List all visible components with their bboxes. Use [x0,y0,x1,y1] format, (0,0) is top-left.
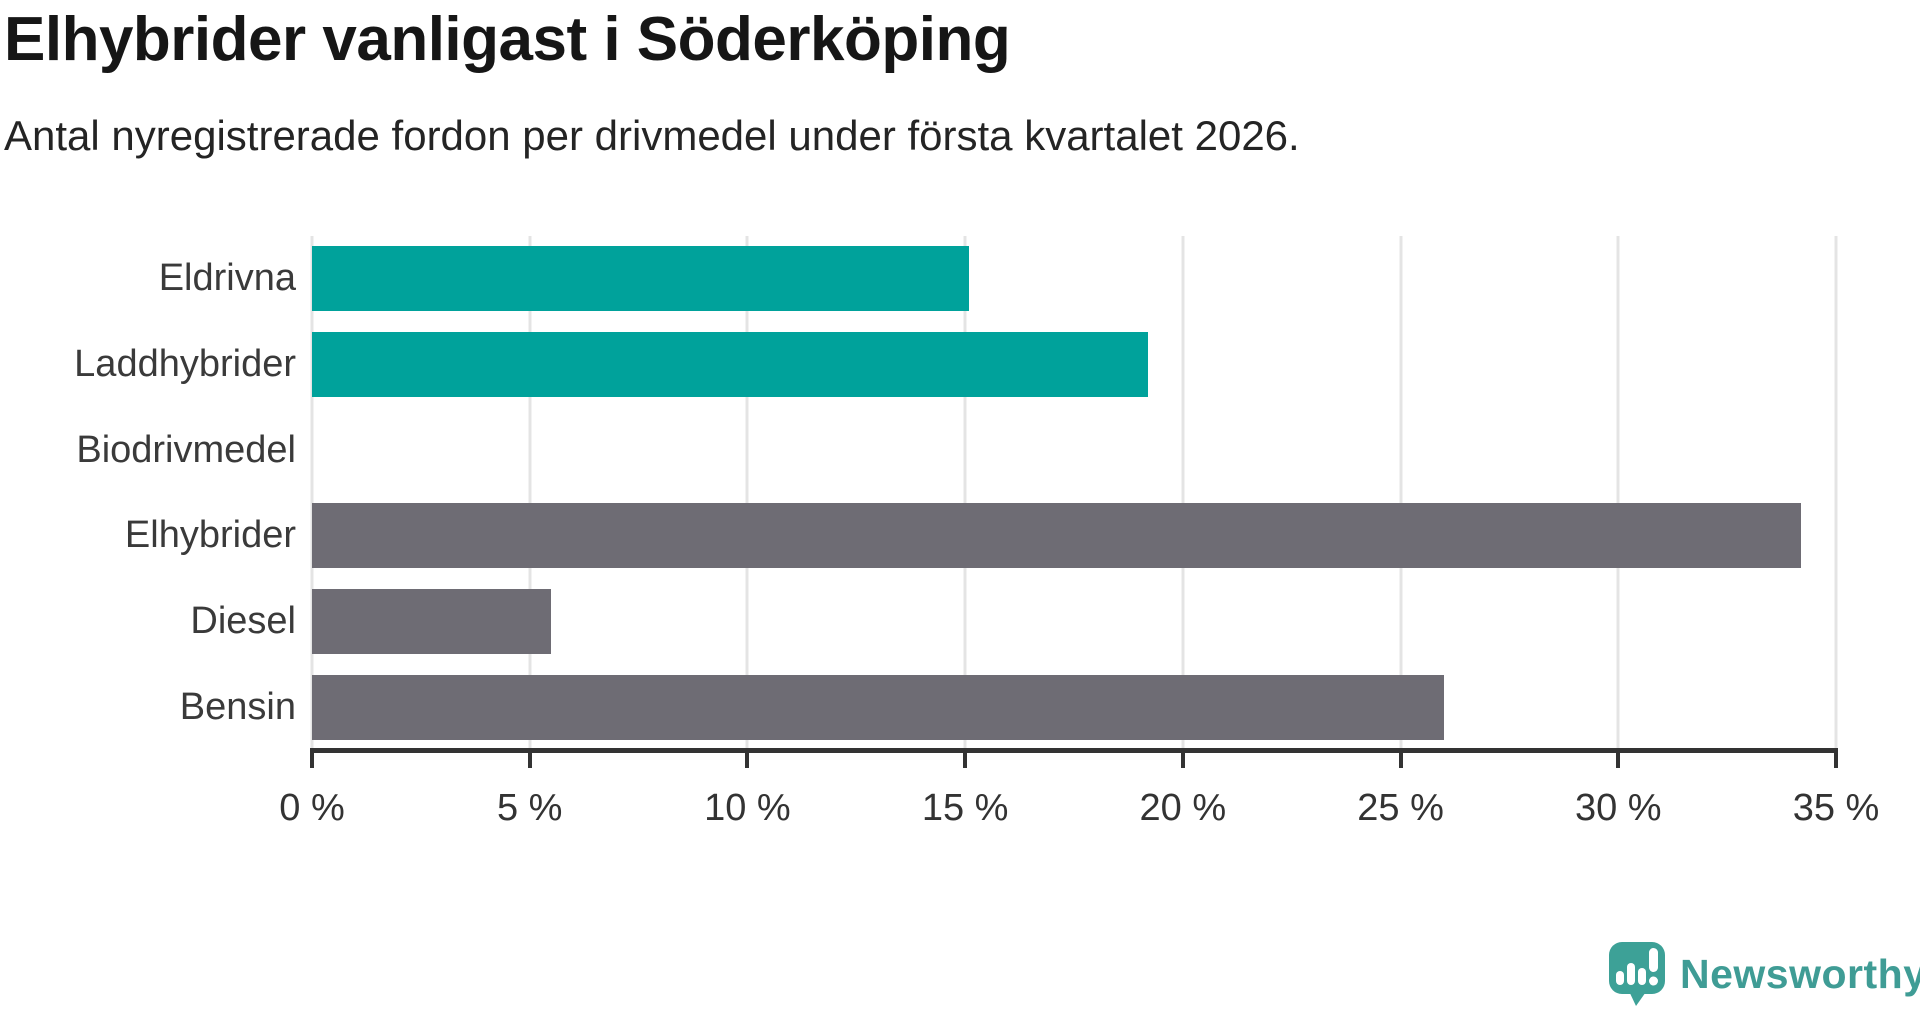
x-tick-mark [745,753,750,768]
gridline [1399,236,1403,750]
gridline [745,236,749,750]
bar-elhybrider [312,503,1802,569]
gridline [1616,236,1620,750]
x-axis-line [310,748,1838,753]
newsworthy-logo-icon [1609,942,1665,1006]
x-axis-ticks: 0 % 5 % 10 % 15 % 20 % 25 % 30 % 35 % [279,753,1879,853]
chart-title: Elhybrider vanligast i Söderköping [4,5,1011,74]
y-axis-category-labels: Eldrivna Laddhybrider Biodrivmedel Elhybrid… [0,236,296,750]
x-tick-mark [1616,753,1621,768]
bar-bensin [312,674,1445,740]
x-tick-label: 35 % [1792,787,1880,829]
x-tick-mark [1398,753,1403,768]
x-tick-mark [1180,753,1185,768]
gridline [310,236,314,750]
x-tick-label: 15 % [921,787,1009,829]
category-label-eldrivna: Eldrivna [158,257,296,300]
gridline [1834,236,1838,750]
x-tick-label: 10 % [704,787,791,829]
x-tick-label: 20 % [1139,787,1227,829]
x-tick-mark [310,753,314,768]
bar-eldrivna [312,246,970,312]
x-tick-mark [1834,753,1838,768]
chart-subtitle: Antal nyregistrerade fordon per drivmede… [4,112,1300,159]
bar-laddhybrider [312,332,1149,397]
x-tick-label: 0 % [279,787,345,829]
gridline [1181,236,1185,750]
bar-diesel [312,589,552,654]
gridline [528,236,532,750]
plot-area [310,236,1838,750]
x-tick-mark [963,753,968,768]
x-tick-label: 25 % [1357,787,1444,829]
category-label-biodrivmedel: Biodrivmedel [76,428,296,471]
newsworthy-logo: Newsworthy [1608,940,1920,1008]
x-tick-mark [527,753,532,768]
x-tick-label: 30 % [1574,787,1662,829]
category-label-elhybrider: Elhybrider [124,514,296,557]
x-tick-label: 5 % [496,787,563,829]
category-label-diesel: Diesel [190,599,296,642]
category-label-laddhybrider: Laddhybrider [74,342,296,385]
category-label-bensin: Bensin [179,685,296,728]
newsworthy-logo-text: Newsworthy [1680,950,1920,997]
gridline [963,236,967,750]
